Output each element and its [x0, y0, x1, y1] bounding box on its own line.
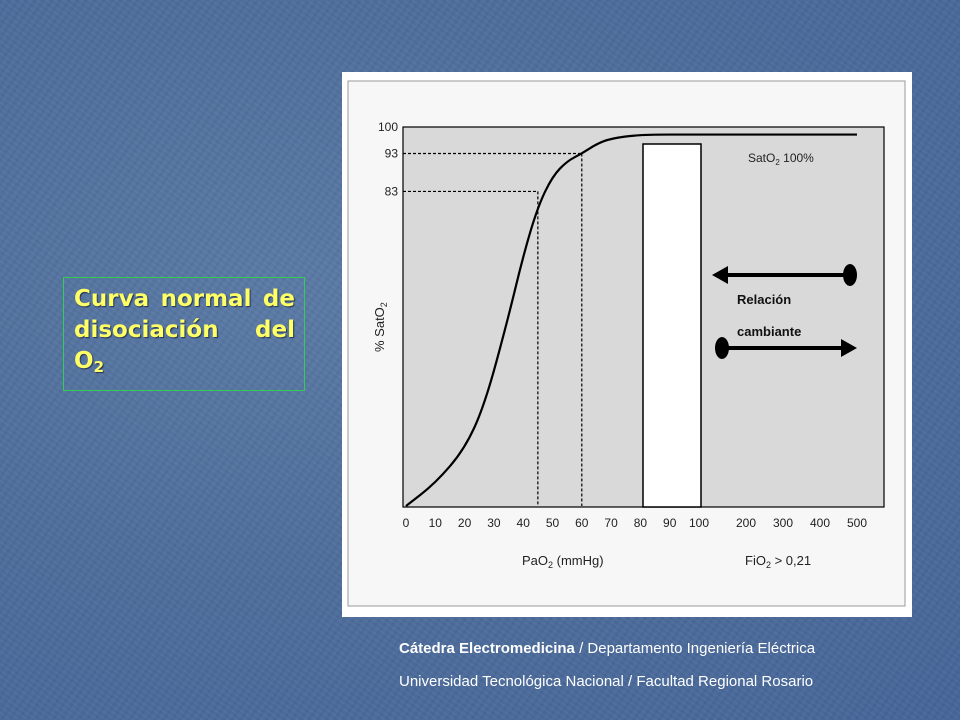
y-tick-93: 93 [385, 147, 399, 161]
slide-title-sub: 2 [93, 358, 104, 376]
x-tick-200: 200 [736, 516, 756, 530]
y-axis-label: % SatO2 [372, 302, 389, 352]
x-tick-400: 400 [810, 516, 830, 530]
arrow-right [715, 337, 857, 359]
x-tick-100: 100 [689, 516, 709, 530]
axis-gap-box [642, 143, 702, 508]
slide-title: Curva normal de disociación del O2 [74, 284, 295, 383]
x-tick-30: 30 [487, 516, 501, 530]
x-tick-0: 0 [403, 516, 410, 530]
x-tick-40: 40 [517, 516, 531, 530]
x-tick-10: 10 [429, 516, 443, 530]
x-tick-70: 70 [604, 516, 618, 530]
x-axis-label-pao2: PaO2 (mmHg) [522, 553, 604, 570]
y-tick-labels: 100 93 83 [378, 120, 398, 198]
x-tick-90: 90 [663, 516, 677, 530]
y-tick-83: 83 [385, 184, 399, 198]
x-tick-20: 20 [458, 516, 472, 530]
slide-title-main: Curva normal de disociación del O [74, 286, 295, 374]
y-tick-100: 100 [378, 120, 398, 134]
sat-annotation: SatO2 100% [748, 151, 814, 167]
footer-line-2: Universidad Tecnológica Nacional / Facul… [399, 673, 814, 690]
x-tick-60: 60 [575, 516, 589, 530]
relation-label-1: Relación [737, 292, 791, 307]
reference-lines [403, 152, 583, 506]
x-tick-50: 50 [546, 516, 560, 530]
x-tick-300: 300 [773, 516, 793, 530]
dissociation-curve [405, 133, 857, 507]
x-tick-80: 80 [634, 516, 648, 530]
slide-title-box: Curva normal de disociación del O2 [63, 277, 305, 391]
footer-line-1: Cátedra Electromedicina / Departamento I… [399, 640, 816, 657]
x-axis-label-fio2: FiO2 > 0,21 [745, 553, 811, 570]
relation-label-2: cambiante [737, 324, 801, 339]
arrow-left [712, 264, 857, 286]
dissociation-chart: 100 93 83 0 10 20 30 40 50 60 70 80 90 100 200 300 400 5… [347, 80, 906, 607]
chart-frame: 100 93 83 0 10 20 30 40 50 60 70 80 90 100 200 300 400 5… [342, 72, 912, 617]
x-tick-labels: 0 10 20 30 40 50 60 70 80 90 100 200 300 400 500 [403, 516, 868, 530]
x-tick-500: 500 [847, 516, 867, 530]
